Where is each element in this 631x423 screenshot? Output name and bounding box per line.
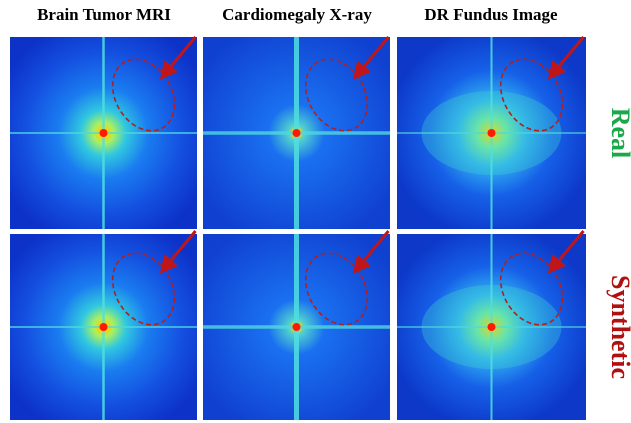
arrow: [352, 230, 390, 274]
highlight-ellipse: [111, 58, 176, 132]
row-label: Real: [606, 108, 631, 159]
center-peak: [292, 323, 301, 331]
panels: [10, 36, 586, 420]
column-title: Brain Tumor MRI: [37, 5, 171, 24]
arrow: [547, 230, 585, 274]
highlight-ellipse: [499, 252, 564, 326]
highlight-ellipse: [111, 252, 176, 326]
row-label: Synthetic: [606, 275, 631, 379]
arrow: [159, 230, 197, 274]
highlight-ellipse: [304, 252, 369, 326]
center-peak: [99, 129, 108, 137]
highlight-ellipse: [304, 58, 369, 132]
arrow: [547, 36, 585, 80]
arrow: [159, 36, 197, 80]
arrow: [352, 36, 390, 80]
center-peak: [487, 129, 496, 137]
column-title: DR Fundus Image: [424, 5, 558, 24]
center-peak: [487, 323, 496, 331]
center-peak: [99, 323, 108, 331]
center-peak: [292, 129, 301, 137]
column-title: Cardiomegaly X-ray: [222, 5, 372, 24]
highlight-ellipse: [499, 58, 564, 132]
